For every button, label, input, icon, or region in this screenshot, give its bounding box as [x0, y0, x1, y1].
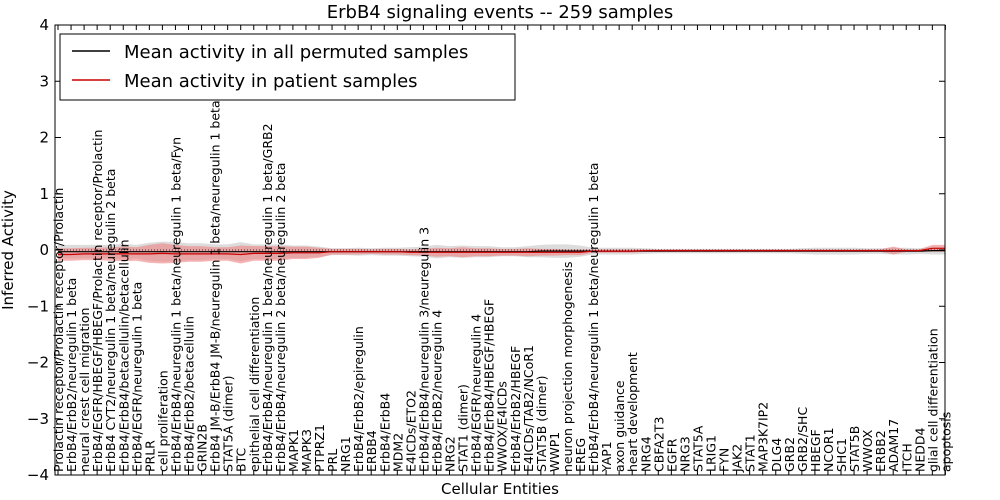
x-tick-label: ErbB4/ErbB2/neuregulin 4 [429, 310, 444, 472]
x-tick-label: epithelial cell differentiation [247, 297, 262, 472]
x-tick-label: E4ICDs/ETO2 [403, 390, 418, 472]
x-tick-label: MAP3K7IP2 [756, 402, 771, 472]
x-tick-label: WWOX [860, 429, 875, 472]
x-tick-label: apoptosis [938, 412, 953, 472]
x-tick-label: ADAM17 [886, 419, 901, 472]
x-tick-label: STAT5B (dimer) [534, 376, 549, 472]
x-tick-label: NRG3 [677, 436, 692, 472]
legend: Mean activity in all permuted samples Me… [59, 33, 516, 101]
x-tick-label: ErbB4/ErbB2/HBEGF [508, 346, 523, 472]
x-tick-label: PRL [325, 449, 340, 472]
x-tick-label: ErbB4/EGFR/HBEGF/HBEGF/Prolactin recepto… [90, 130, 105, 473]
y-axis: −4 −3 −2 −1 0 1 2 3 4 [27, 16, 945, 484]
x-tick-label: ErbB4/ErbB4/neuregulin 3/neuregulin 3 [416, 227, 431, 472]
x-tick-label: ErbB4/ErbB4 [377, 393, 392, 472]
y-tick-label: 0 [39, 241, 49, 259]
x-tick-label: HBEGF [808, 429, 823, 472]
x-tick-label: ErbB4/EGFR/neuregulin 4 [469, 314, 484, 472]
x-tick-label: ErbB4/ErbB2/betacellulin [182, 316, 197, 472]
x-ticks [57, 25, 946, 475]
x-tick-label: glial cell differentiation [925, 328, 940, 472]
x-tick-label: CBFA2T3 [651, 417, 666, 472]
x-tick-label: SHC1 [834, 438, 849, 472]
y-tick-label: 3 [39, 72, 49, 90]
series-lines [58, 247, 946, 256]
y-tick-label: −2 [27, 354, 49, 372]
y-tick-label: −4 [27, 466, 49, 484]
legend-label-patient: Mean activity in patient samples [124, 71, 418, 92]
legend-box [59, 33, 516, 101]
x-tick-label: FYN [717, 448, 732, 472]
x-tick-label: WWOX/E4ICDs [495, 381, 510, 472]
x-tick-label: EGFR [664, 438, 679, 472]
x-tick-label: ErbB4/ErbB2/epiregulin [351, 326, 366, 472]
x-tick-label: ErbB4/ErbB4/neuregulin 1 beta/neuregulin… [168, 137, 183, 472]
x-tick-label: BTC [234, 448, 249, 472]
x-tick-label: ErbB4/EGFR/neuregulin 1 beta [129, 282, 144, 472]
x-tick-label: axon guidance [612, 380, 627, 472]
x-tick-label: NCOR1 [821, 427, 836, 472]
x-tick-label: PTPRZ1 [312, 424, 327, 472]
y-tick-label: 4 [39, 16, 49, 34]
x-tick-label: MAPK1 [286, 429, 301, 472]
x-axis-label: Cellular Entities [441, 480, 559, 498]
x-tick-label: JAK2 [730, 444, 745, 473]
x-tick-label: ErbB4/ErbB4/neuregulin 1 beta/neuregulin… [586, 163, 601, 472]
x-tick-label: STAT5A (dimer) [221, 376, 236, 472]
x-tick-label: NRG2 [443, 436, 458, 472]
x-tick-label: MAPK3 [299, 429, 314, 472]
legend-label-permuted: Mean activity in all permuted samples [124, 42, 468, 63]
patient-confidence-band [58, 243, 946, 264]
x-tick-label: neuron projection morphogenesis [560, 261, 575, 472]
x-tick-label: ERBB2 [873, 430, 888, 472]
x-tick-label: E4ICDs/TAB2/NCoR1 [521, 345, 536, 472]
x-tick-label: ERBB4 [364, 430, 379, 472]
x-tick-label: cell proliferation [155, 370, 170, 472]
x-tick-label: GRB2/SHC [795, 407, 810, 472]
x-tick-label: GRB2 [782, 437, 797, 472]
x-tick-label: LRIG1 [704, 435, 719, 472]
x-tick-label: ErbB4/ErbB4/betacellulin/betacellulin [116, 239, 131, 472]
x-tick-label: STAT1 [743, 434, 758, 472]
x-tick-labels: Prolactin receptor/Prolactin receptor/Pr… [51, 100, 953, 473]
x-tick-label: DLG4 [769, 438, 784, 472]
x-tick-label: EREG [573, 438, 588, 472]
x-tick-label: STAT5B [847, 426, 862, 472]
x-tick-label: YAP1 [599, 441, 614, 473]
x-tick-label: ErbB4 CYT2/neuregulin 1 beta/neuregulin … [103, 169, 118, 472]
x-tick-label: NEDD4 [912, 428, 927, 472]
y-tick-label: 2 [39, 129, 49, 147]
x-tick-label: neural crest cell migration [77, 308, 92, 472]
x-tick-label: ErbB4 JM-B/ErbB4 JM-B/neuregulin 1 beta/… [208, 100, 223, 472]
y-tick-label: 1 [39, 185, 49, 203]
x-tick-label: NRG1 [338, 436, 353, 472]
y-axis-label: Inferred Activity [0, 190, 17, 310]
x-tick-label: NRG4 [638, 436, 653, 472]
series-line-patient [58, 247, 946, 256]
x-tick-label: ErbB4/ErbB4/HBEGF/HBEGF [482, 299, 497, 472]
x-tick-label: MDM2 [390, 433, 405, 472]
x-tick-label: STAT5A [690, 425, 705, 472]
y-tick-label: −1 [27, 297, 49, 315]
x-tick-label: ErbB4/ErbB4/neuregulin 2 beta/neuregulin… [273, 163, 288, 472]
x-tick-label: ErbB4/ErbB4/neuregulin 1 beta/neuregulin… [260, 123, 275, 472]
x-tick-label: ErbB4/ErbB2/neuregulin 1 beta [64, 278, 79, 472]
y-tick-label: −3 [27, 410, 49, 428]
chart-title: ErbB4 signaling events -- 259 samples [327, 2, 674, 23]
x-tick-label: heart development [625, 352, 640, 472]
x-tick-label: WWP1 [547, 432, 562, 472]
x-tick-label: PRLR [142, 440, 157, 472]
x-tick-label: STAT1 (dimer) [456, 384, 471, 472]
x-tick-label: GRIN2B [195, 424, 210, 472]
x-tick-label: ITCH [899, 443, 914, 472]
